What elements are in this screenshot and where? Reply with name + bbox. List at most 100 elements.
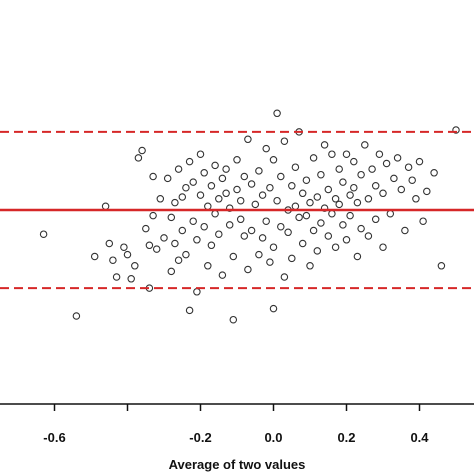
data-point	[346, 211, 354, 220]
data-point	[346, 191, 354, 199]
data-point	[101, 202, 110, 211]
data-point	[324, 232, 333, 240]
data-point	[277, 172, 285, 181]
data-point	[379, 243, 387, 251]
data-point	[353, 198, 362, 207]
data-point	[207, 182, 216, 190]
data-point	[149, 211, 157, 220]
x-axis-tick-labels: -0.6 -0.2 0.0 0.2 0.4	[43, 430, 429, 445]
data-point	[350, 183, 358, 192]
data-point	[222, 189, 230, 198]
data-point	[280, 273, 289, 281]
data-point	[200, 169, 208, 177]
data-point	[328, 209, 336, 218]
data-point	[182, 250, 190, 259]
data-point	[331, 195, 340, 203]
data-point	[178, 193, 187, 201]
data-point	[145, 241, 154, 250]
data-point	[196, 150, 205, 158]
data-point	[204, 202, 212, 211]
data-point	[291, 202, 300, 211]
data-point	[258, 234, 267, 242]
data-point	[284, 228, 292, 237]
data-point	[298, 189, 307, 198]
data-point	[302, 211, 311, 220]
data-point	[215, 230, 223, 238]
data-point	[189, 178, 197, 186]
data-point	[430, 169, 438, 177]
data-point	[240, 232, 249, 240]
x-tick-label: 0.4	[410, 430, 429, 445]
data-point	[324, 185, 333, 194]
data-point	[178, 226, 187, 235]
data-point	[331, 243, 340, 251]
data-point	[123, 250, 132, 259]
data-point	[390, 174, 398, 183]
data-point	[167, 267, 176, 276]
data-point	[160, 234, 168, 242]
data-point	[291, 163, 300, 171]
data-point	[229, 315, 238, 324]
data-point	[240, 172, 249, 181]
data-point	[368, 165, 376, 173]
data-point	[379, 189, 387, 198]
data-point	[357, 170, 365, 179]
data-point	[401, 226, 409, 235]
data-point	[247, 180, 256, 188]
data-point	[328, 150, 336, 158]
data-point	[207, 241, 216, 250]
data-point	[251, 200, 260, 209]
data-point	[255, 250, 263, 259]
data-point	[163, 174, 172, 183]
data-point	[404, 163, 413, 171]
x-tick-label: 0.0	[264, 430, 282, 445]
data-point	[371, 182, 380, 190]
data-point	[273, 196, 281, 205]
data-point	[218, 174, 227, 183]
data-point	[196, 191, 205, 199]
x-tick-label: 0.2	[337, 430, 355, 445]
data-point	[236, 215, 245, 224]
data-point	[408, 176, 416, 184]
data-point	[185, 306, 194, 315]
data-point	[189, 217, 197, 225]
data-point	[269, 156, 278, 164]
data-point	[386, 209, 395, 218]
data-point	[339, 221, 347, 229]
data-point	[288, 182, 296, 190]
data-point	[255, 167, 263, 175]
data-point	[171, 239, 179, 248]
data-point	[397, 185, 406, 194]
data-point	[288, 254, 296, 263]
data-point	[193, 288, 201, 296]
x-tick-label: -0.2	[189, 430, 211, 445]
data-point	[361, 141, 369, 149]
data-point	[167, 213, 176, 222]
data-point	[437, 262, 446, 270]
data-point	[152, 245, 161, 253]
data-point	[236, 196, 245, 205]
data-point	[415, 157, 424, 166]
data-point	[313, 247, 322, 255]
data-point	[131, 262, 139, 270]
data-point	[335, 165, 343, 173]
x-tick-label: -0.6	[43, 430, 65, 445]
data-point	[182, 183, 190, 192]
data-point	[342, 150, 351, 158]
data-point	[320, 141, 329, 149]
data-point	[269, 243, 278, 251]
data-point	[306, 198, 314, 207]
data-point	[262, 217, 270, 225]
data-point	[134, 154, 143, 162]
data-point	[105, 239, 114, 248]
x-axis-title: Average of two values	[169, 457, 306, 472]
data-point	[90, 252, 99, 261]
data-point	[174, 256, 183, 264]
data-point	[423, 187, 431, 196]
data-point	[412, 195, 420, 203]
data-point	[171, 198, 179, 207]
data-point	[353, 252, 362, 261]
data-point	[233, 185, 241, 194]
data-point	[262, 144, 270, 153]
data-points	[39, 109, 460, 324]
